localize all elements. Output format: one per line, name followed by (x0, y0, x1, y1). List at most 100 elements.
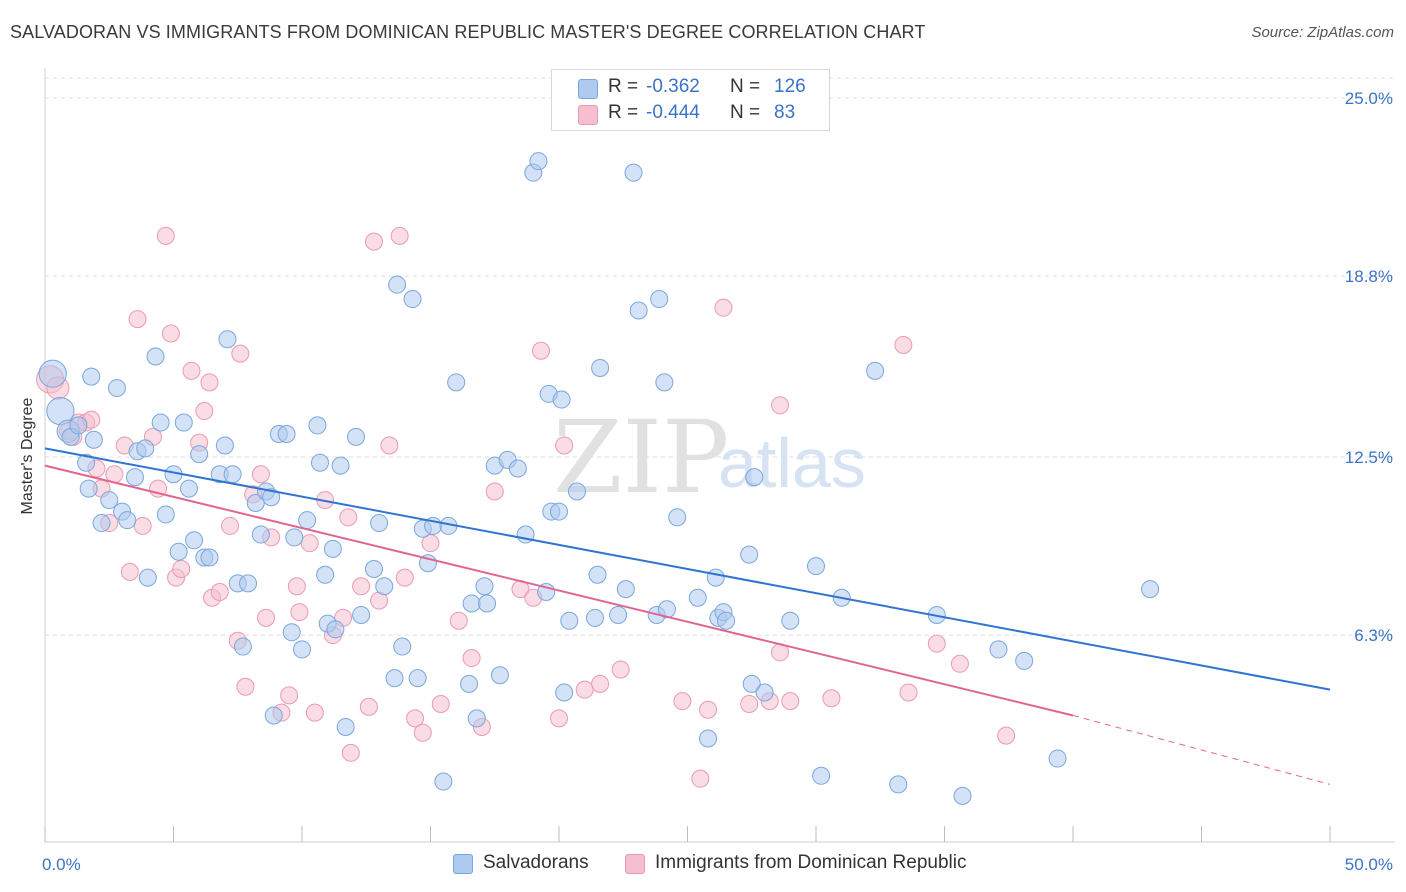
salvadoran-point-121 (989, 640, 1008, 659)
legend-n-value: 126 (774, 76, 806, 97)
salvadoran-point-17 (138, 568, 157, 587)
dominican-point-48 (364, 232, 383, 251)
legend-label-salvadorans: Salvadorans (483, 852, 589, 873)
salvadoran-point-24 (179, 479, 198, 498)
salvadoran-point-59 (375, 577, 394, 596)
dominican-point-58 (462, 649, 481, 668)
dominican-point-36 (280, 686, 299, 705)
salvadoran-point-57 (364, 560, 383, 579)
salvadoran-point-115 (812, 766, 831, 785)
dominican-point-30 (236, 677, 255, 696)
dominican-point-55 (421, 534, 440, 553)
dominican-point-69 (673, 692, 692, 711)
dominican-trend-extension (1072, 714, 1331, 785)
dominican-point-56 (431, 694, 450, 713)
salvadoran-point-46 (298, 511, 317, 530)
dominican-point-63 (532, 341, 551, 360)
dominican-point-64 (550, 709, 568, 728)
dominican-point-45 (341, 743, 360, 762)
salvadoran-point-109 (740, 545, 759, 564)
salvadoran-point-34 (233, 637, 252, 656)
salvadoran-point-105 (706, 568, 725, 587)
salvadoran-point-73 (467, 709, 486, 728)
dominican-point-81 (950, 654, 969, 673)
salvadoran-point-90 (567, 482, 586, 501)
y-tick-labels: 6.3% 12.5% 18.8% 25.0% (1345, 89, 1393, 645)
salvadoran-point-120 (953, 786, 972, 805)
dominican-point-17 (156, 226, 175, 245)
salvadoran-point-26 (190, 445, 209, 464)
legend-n-value: 83 (774, 102, 796, 123)
dominican-point-46 (352, 577, 371, 596)
salvadoran-point-56 (352, 605, 371, 624)
salvadoran-point-74 (475, 577, 494, 596)
legend-n-label: N = (730, 76, 761, 97)
salvadoran-point-62 (393, 637, 412, 656)
series-legend: Salvadorans Immigrants from Dominican Re… (0, 852, 1406, 878)
dominican-point-79 (899, 683, 918, 702)
dominican-point-33 (257, 608, 276, 627)
salvadoran-point-52 (326, 620, 345, 639)
legend-swatch-blue (453, 854, 473, 874)
dominican-trend-line (44, 464, 1074, 717)
salvadoran-point-42 (277, 425, 296, 444)
dominican-point-24 (200, 373, 219, 392)
salvadoran-point-61 (388, 275, 407, 294)
dominican-point-71 (699, 700, 718, 719)
salvadoran-point-37 (251, 525, 270, 544)
dominican-point-52 (395, 568, 414, 587)
stats-legend: R = -0.362 N = 126 R = -0.444 N = 83 (551, 69, 830, 131)
salvadoran-point-0 (38, 359, 67, 388)
legend-r-label: R = (608, 102, 639, 123)
y-tick-label-2: 18.8% (1345, 267, 1393, 286)
dominican-point-21 (182, 361, 201, 380)
dominican-point-47 (359, 697, 378, 716)
salvadoran-point-63 (403, 290, 422, 309)
dominican-point-67 (591, 674, 610, 693)
salvadoran-point-117 (866, 361, 885, 380)
salvadoran-point-28 (200, 548, 219, 567)
axes (44, 68, 1395, 843)
watermark: ZIP atlas (553, 399, 866, 516)
salvadoran-point-87 (552, 390, 571, 409)
salvadoran-point-45 (293, 640, 311, 659)
salvadoran-point-58 (370, 514, 389, 533)
salvadoran-point-48 (310, 453, 329, 472)
salvadoran-point-113 (781, 611, 800, 630)
salvadoran-point-10 (100, 491, 119, 510)
salvadoran-point-51 (323, 539, 342, 558)
salvadoran-point-47 (308, 416, 327, 435)
salvadoran-point-8 (84, 430, 103, 449)
salvadoran-point-72 (462, 594, 481, 613)
salvadoran-point-77 (490, 666, 509, 685)
salvadoran-point-108 (717, 611, 736, 630)
salvadoran-point-4 (69, 416, 88, 435)
dominican-point-83 (771, 396, 790, 415)
salvadoran-point-92 (588, 565, 607, 584)
salvadoran-point-22 (169, 542, 188, 561)
dominican-point-78 (894, 335, 913, 354)
x-tick-label-1: 50.0% (1345, 855, 1393, 874)
salvadoran-point-86 (550, 502, 568, 521)
dominican-point-32 (251, 465, 270, 484)
salvadoran-point-100 (655, 373, 674, 392)
salvadoran-point-94 (609, 605, 628, 624)
dominican-point-26 (210, 582, 229, 601)
dominican-point-70 (691, 769, 710, 788)
salvadoran-point-11 (107, 379, 126, 398)
salvadoran-point-14 (125, 468, 144, 487)
dominican-point-38 (290, 603, 309, 622)
legend-swatch-pink (625, 854, 645, 874)
dominican-point-29 (231, 344, 250, 363)
salvadoran-point-5 (77, 453, 96, 472)
salvadoran-point-13 (118, 511, 137, 530)
salvadoran-point-25 (185, 531, 204, 550)
dominican-point-18 (161, 324, 180, 343)
legend-label-dominican: Immigrants from Dominican Republic (655, 852, 967, 873)
salvadoran-point-71 (460, 674, 479, 693)
salvadoran-point-99 (650, 290, 669, 309)
salvadoran-point-16 (136, 439, 155, 458)
legend-n-label: N = (730, 102, 761, 123)
dominican-point-27 (221, 516, 240, 535)
